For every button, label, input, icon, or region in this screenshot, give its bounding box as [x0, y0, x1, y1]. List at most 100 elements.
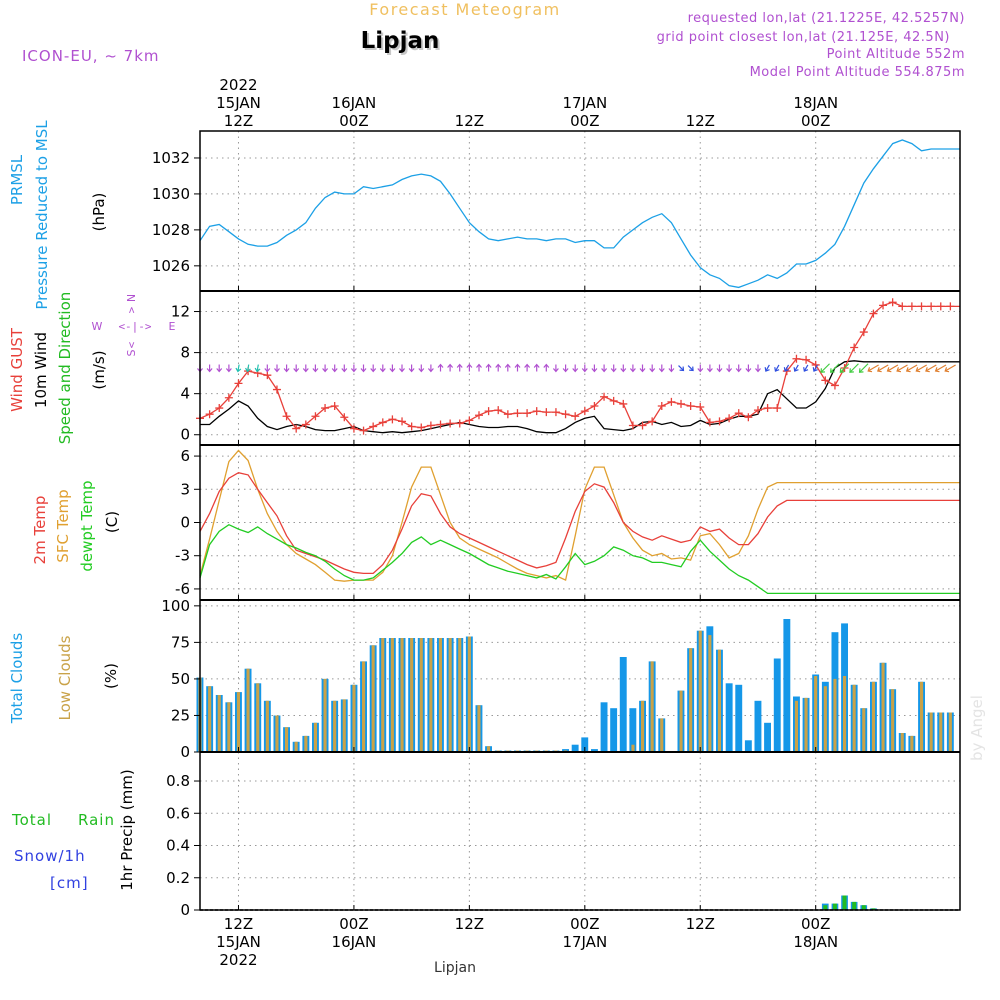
gust-marker [388, 415, 397, 424]
credit-watermark: by Angel [968, 695, 986, 761]
wind-direction-arrow [552, 364, 559, 373]
wind-arrow-head [341, 368, 348, 373]
wind-direction-arrow [293, 364, 300, 373]
gust-marker [321, 404, 330, 413]
wind-arrow-head [925, 367, 930, 373]
dewpt-line [199, 523, 960, 595]
wind-direction-arrow [379, 364, 386, 373]
wind-direction-arrow [581, 364, 588, 373]
low-cloud-bar [333, 700, 337, 752]
precip-snow-unit: [cm] [50, 874, 89, 892]
wind-speed-dir-label: Speed and Direction [56, 292, 74, 445]
low-cloud-bar [631, 744, 635, 752]
wind-arrow-head [447, 363, 454, 368]
wind-arrow-shaft [246, 364, 250, 372]
top-axis-label: 12Z [455, 112, 484, 130]
wind-arrow-shaft [687, 365, 694, 371]
gust-marker [696, 403, 705, 412]
y-tick-label: 0.6 [166, 804, 190, 822]
gust-marker [773, 404, 782, 413]
header-title: Forecast Meteogram [369, 0, 560, 19]
wind-arrow-head [706, 368, 713, 373]
wind-direction-arrow [793, 364, 799, 372]
wind-arrow-shaft [237, 364, 240, 372]
low-cloud-bar [236, 692, 240, 752]
wind-arrow-head [858, 368, 864, 373]
gust-marker [850, 343, 859, 352]
low-cloud-bar [804, 697, 808, 752]
wind-arrow-shaft [944, 364, 956, 372]
wind-direction-arrow [668, 364, 675, 373]
total-cloud-bar [591, 749, 598, 752]
wind-arrow-head [408, 368, 415, 373]
y-tick-label: 1026 [152, 257, 190, 275]
wind-arrow-shaft [765, 364, 770, 372]
gust-marker [282, 412, 291, 421]
wind-arrow-shaft [877, 364, 889, 372]
wind-arrow-head [668, 368, 675, 373]
wind-arrow-head [697, 368, 704, 373]
wind-direction-arrow [629, 364, 636, 373]
low-cloud-bar [362, 661, 366, 752]
wind-arrow-shaft [916, 364, 927, 372]
gust-marker [561, 410, 570, 419]
gust-marker [330, 401, 339, 410]
gust-marker [571, 412, 580, 421]
y-tick-label: 0 [180, 901, 190, 919]
low-cloud-bar [313, 722, 317, 752]
wind-direction-arrow [399, 364, 405, 373]
wind-arrow-head [206, 368, 213, 373]
clouds-unit: (%) [102, 663, 120, 689]
wind-arrow-shaft [256, 364, 259, 372]
gust-marker [378, 418, 387, 427]
gust-marker [609, 396, 618, 405]
compass-rose: N S W E <-|-> > < [92, 294, 176, 357]
wind-direction-arrow [829, 363, 840, 373]
wind-direction-arrow [886, 364, 899, 373]
gust-marker [821, 376, 830, 385]
precip-rain-bar [823, 905, 828, 910]
low-cloud-bar [939, 712, 943, 752]
top-axis-label: 17JAN [562, 94, 607, 112]
wind-direction-arrow [254, 364, 261, 373]
wind-direction-arrow [302, 364, 309, 373]
bottom-axis-label: 12Z [686, 915, 715, 933]
gust-marker [292, 424, 301, 433]
low-cloud-bar [660, 718, 664, 752]
wind-arrow-head [764, 367, 770, 372]
wind-arrow-shaft [867, 364, 879, 372]
total-cloud-bar [581, 737, 589, 752]
precip-rain-bar [852, 901, 857, 910]
low-cloud-bar [246, 668, 250, 752]
low-cloud-bar [285, 727, 289, 752]
wind-arrow-shaft [896, 364, 908, 372]
wind-arrow-shaft [887, 364, 899, 372]
wind-arrow-shaft [820, 363, 830, 373]
gust-marker [744, 413, 753, 422]
gust-marker [436, 420, 445, 429]
wind-direction-arrow [447, 363, 454, 372]
gust-marker [523, 409, 532, 418]
gust-marker [205, 410, 214, 419]
low-cloud-bar [929, 712, 933, 752]
gust-marker [215, 404, 224, 413]
low-cloud-bar [717, 649, 721, 752]
y-tick-label: -3 [175, 547, 190, 565]
gust-marker [638, 421, 647, 430]
gust-marker [359, 426, 368, 435]
bottom-axis-label: 12Z [455, 915, 484, 933]
wind-arrow-head [399, 368, 405, 373]
total-cloud-bar [571, 744, 579, 752]
wind-arrow-shaft [784, 364, 790, 372]
gust-marker [792, 354, 801, 363]
wind-direction-arrow [495, 363, 502, 372]
wind-direction-arrow [915, 364, 927, 373]
wind-direction-arrow [783, 364, 790, 372]
wind-direction-arrow [678, 365, 685, 372]
gust-marker [648, 417, 657, 426]
wind-direction-arrow [418, 364, 425, 373]
y-tick-label: 3 [180, 480, 190, 498]
wind-arrow-shaft [794, 364, 799, 372]
gust-marker [677, 399, 686, 408]
